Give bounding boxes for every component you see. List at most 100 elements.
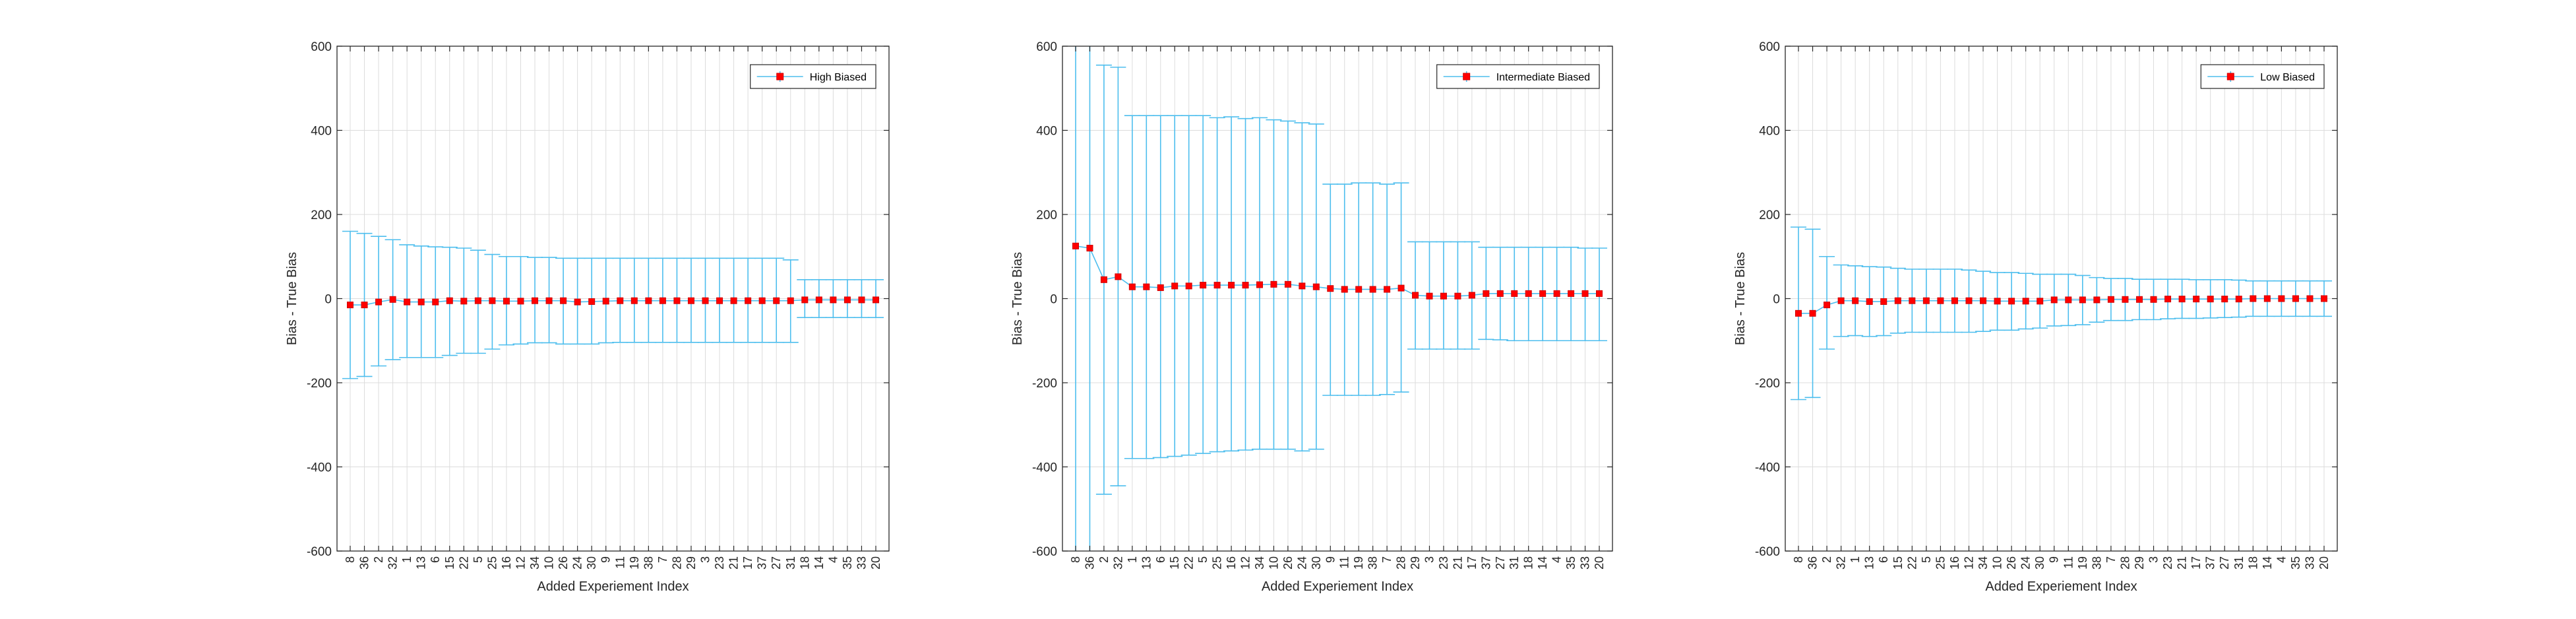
data-point-marker — [1270, 280, 1277, 288]
y-tick-label: -200 — [1032, 377, 1057, 391]
x-tick-label: 38 — [2090, 556, 2103, 570]
data-point-marker — [645, 297, 652, 304]
x-tick-label: 21 — [727, 556, 741, 570]
data-point-marker — [1894, 297, 1901, 304]
x-tick-label: 1 — [400, 556, 414, 563]
axes-frame — [1785, 46, 2338, 552]
x-tick-label: 28 — [2118, 556, 2131, 570]
y-tick-label: 0 — [324, 293, 332, 307]
x-tick-label: 29 — [685, 556, 698, 570]
y-tick-label: 600 — [1759, 40, 1780, 54]
data-point-marker — [1496, 290, 1504, 297]
data-point-marker — [2135, 296, 2143, 303]
y-tick-label: -400 — [307, 461, 332, 475]
x-tick-label: 12 — [514, 556, 527, 570]
x-tick-label: 6 — [429, 556, 442, 563]
data-point-marker — [1384, 286, 1391, 293]
x-tick-label: 23 — [1437, 556, 1450, 570]
legend-label: Low Biased — [2260, 72, 2315, 83]
data-point-marker — [687, 297, 694, 304]
x-tick-label: 27 — [770, 556, 783, 570]
x-tick-label: 26 — [1281, 556, 1295, 570]
data-point-marker — [758, 297, 766, 304]
data-point-marker — [843, 296, 851, 304]
data-point-marker — [2008, 298, 2015, 305]
data-point-marker — [801, 296, 809, 304]
data-point-marker — [1185, 282, 1192, 290]
data-point-marker — [1312, 283, 1320, 290]
data-point-marker — [617, 297, 624, 304]
x-tick-label: 5 — [472, 556, 485, 563]
data-point-marker — [375, 298, 383, 306]
x-tick-label: 19 — [1352, 556, 1365, 570]
data-point-marker — [1412, 292, 1419, 299]
x-tick-label: 30 — [1310, 556, 1323, 570]
axes-frame — [1062, 46, 1613, 552]
data-point-marker — [1568, 290, 1575, 297]
x-tick-label: 2 — [372, 556, 385, 563]
y-tick-label: 0 — [1050, 293, 1057, 307]
x-tick-label: 34 — [1977, 556, 1990, 570]
x-tick-label: 31 — [1508, 556, 1521, 570]
x-tick-label: 32 — [1111, 556, 1124, 570]
data-point-marker — [2193, 296, 2200, 303]
data-point-marker — [1341, 286, 1348, 293]
data-point-marker — [2065, 296, 2072, 304]
x-tick-label: 18 — [798, 556, 811, 570]
x-tick-label: 8 — [1792, 556, 1805, 563]
x-tick-label: 18 — [2246, 556, 2259, 570]
x-tick-label: 26 — [2005, 556, 2018, 570]
data-point-marker — [545, 297, 553, 304]
y-tick-label: 600 — [311, 40, 332, 54]
x-tick-label: 35 — [841, 556, 854, 570]
x-axis-label: Added Experiement Index — [537, 579, 689, 594]
data-point-marker — [2107, 296, 2114, 303]
data-point-marker — [745, 297, 752, 304]
x-tick-label: 5 — [1196, 556, 1210, 563]
data-point-marker — [1511, 290, 1518, 297]
x-tick-label: 4 — [1550, 556, 1564, 563]
data-point-marker — [1213, 282, 1221, 289]
x-tick-label: 12 — [1239, 556, 1252, 570]
x-tick-label: 10 — [1991, 556, 2004, 570]
data-point-marker — [417, 298, 425, 306]
axes-frame — [336, 46, 890, 552]
x-tick-label: 20 — [2317, 556, 2331, 570]
x-tick-label: 30 — [2033, 556, 2046, 570]
y-tick-label: 400 — [311, 125, 332, 139]
x-tick-label: 6 — [1154, 556, 1167, 563]
x-tick-label: 36 — [1083, 556, 1096, 570]
x-tick-label: 10 — [1267, 556, 1280, 570]
data-point-marker — [730, 297, 737, 304]
data-point-marker — [588, 298, 596, 305]
data-point-marker — [830, 296, 837, 304]
x-tick-label: 18 — [1522, 556, 1535, 570]
y-tick-label: -200 — [307, 377, 332, 391]
x-tick-label: 13 — [1863, 556, 1876, 570]
data-point-marker — [673, 297, 681, 304]
data-point-marker — [432, 298, 439, 306]
x-tick-labels: 8 36 2 32 1 13 6 15 22 5 25 16 12 34 10 26 24 30 9 11 19 38 7 2… — [1069, 556, 1606, 570]
legend-marker-sample — [1463, 73, 1471, 81]
y-tick-label: -600 — [1032, 545, 1057, 559]
x-tick-label: 7 — [1380, 556, 1394, 563]
data-point-marker — [702, 297, 709, 304]
data-point-marker — [1440, 292, 1447, 300]
data-point-marker — [1837, 297, 1845, 304]
data-point-marker — [659, 297, 666, 304]
x-tick-label: 22 — [457, 556, 470, 570]
x-tick-label: 12 — [1962, 556, 1975, 570]
x-tick-labels: 8 36 2 32 1 13 6 15 22 5 25 16 12 34 10 26 24 30 9 11 19 38 7 2… — [1792, 556, 2331, 570]
y-axis-label: Bias - True Bias — [1733, 252, 1748, 345]
data-point-marker — [716, 297, 723, 304]
x-tick-label: 1 — [1126, 556, 1139, 563]
data-point-marker — [1866, 298, 1873, 305]
x-tick-label: 36 — [358, 556, 371, 570]
x-tick-label: 7 — [2104, 556, 2118, 563]
data-point-marker — [532, 297, 539, 304]
data-point-marker — [361, 302, 368, 309]
data-point-marker — [2022, 298, 2029, 305]
x-tick-label: 37 — [1479, 556, 1492, 570]
x-tick-label: 16 — [1225, 556, 1238, 570]
